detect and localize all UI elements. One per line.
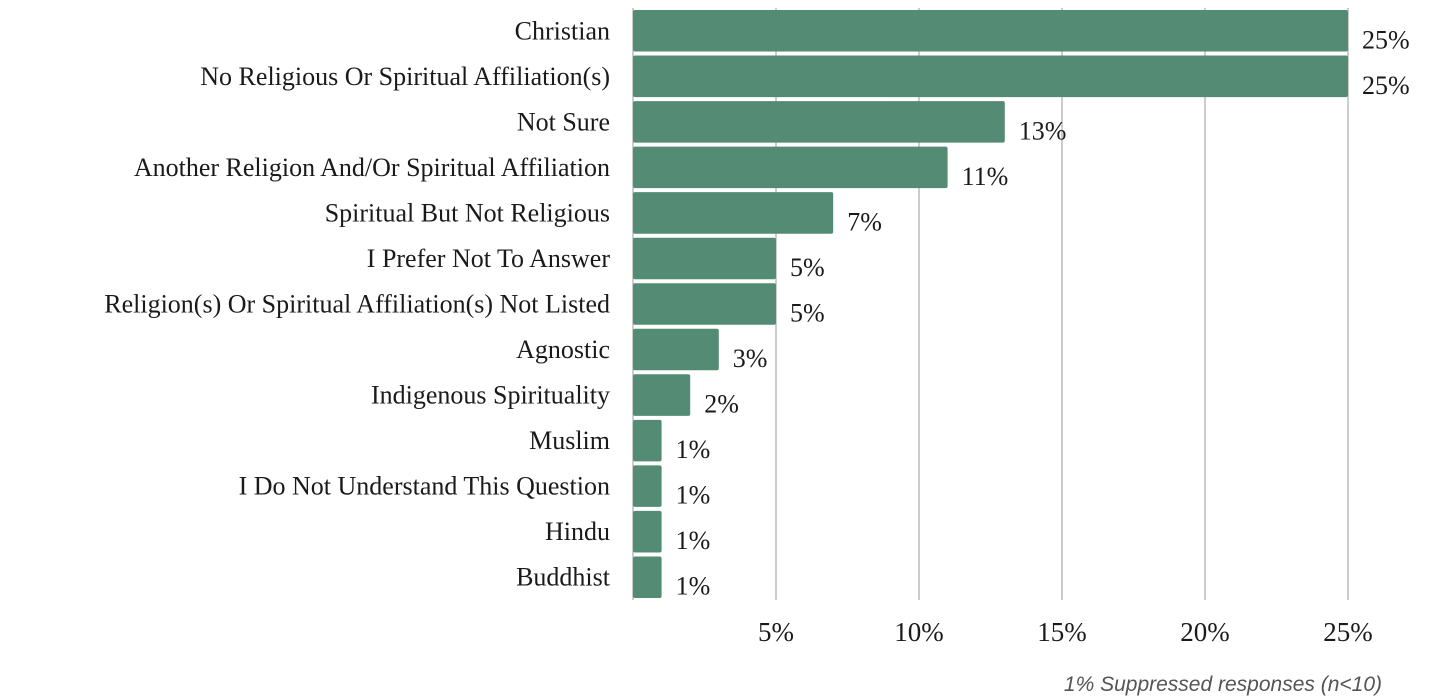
bar <box>633 556 662 598</box>
value-label: 7% <box>847 207 882 236</box>
category-label: Christian <box>515 16 610 45</box>
bar <box>633 101 1005 143</box>
x-axis-ticks: 5% 10% 15% 20% 25% <box>758 617 1373 647</box>
category-labels: Christian No Religious Or Spiritual Affil… <box>104 16 611 591</box>
category-label: Hindu <box>545 517 610 546</box>
value-label: 1% <box>676 572 711 601</box>
category-label: Agnostic <box>516 335 610 364</box>
category-label: Another Religion And/Or Spiritual Affili… <box>134 153 610 182</box>
value-labels: 25% 25% 13% 11% 7% 5% 5% 3% 2% 1% 1% 1% 1% <box>676 25 1410 600</box>
category-label: I Do Not Understand This Question <box>239 472 610 501</box>
x-tick-label: 10% <box>894 617 944 647</box>
value-label: 1% <box>676 435 711 464</box>
bar <box>633 192 834 234</box>
category-label: Religion(s) Or Spiritual Affiliation(s) … <box>104 290 610 319</box>
category-label: No Religious Or Spiritual Affiliation(s) <box>200 62 610 91</box>
bar <box>633 374 691 416</box>
bar <box>633 419 662 462</box>
value-label: 1% <box>676 526 711 555</box>
value-label: 25% <box>1362 71 1410 100</box>
bar <box>633 283 776 325</box>
bar <box>633 10 1348 52</box>
bar <box>633 55 1348 98</box>
value-label: 5% <box>790 253 825 282</box>
value-label: 3% <box>733 344 768 373</box>
category-label: Buddhist <box>516 563 611 592</box>
bar <box>633 146 948 189</box>
category-label: Spiritual But Not Religious <box>325 198 610 227</box>
x-tick-label: 5% <box>758 617 794 647</box>
value-label: 2% <box>704 390 739 419</box>
category-label: Muslim <box>529 426 610 455</box>
bars <box>633 10 1348 598</box>
category-label: I Prefer Not To Answer <box>367 244 611 273</box>
bar <box>633 237 776 280</box>
value-label: 5% <box>790 299 825 328</box>
bar <box>633 465 662 507</box>
value-label: 11% <box>962 162 1009 191</box>
value-label: 25% <box>1362 25 1410 54</box>
x-tick-label: 25% <box>1323 617 1373 647</box>
footnote: 1% Suppressed responses (n<10) <box>1064 673 1382 696</box>
value-label: 1% <box>676 481 711 510</box>
category-label: Indigenous Spirituality <box>371 381 610 410</box>
value-label: 13% <box>1019 116 1067 145</box>
category-label: Not Sure <box>517 107 610 136</box>
x-tick-label: 20% <box>1180 617 1230 647</box>
bar <box>633 510 662 553</box>
bar <box>633 328 719 371</box>
x-tick-label: 15% <box>1037 617 1087 647</box>
